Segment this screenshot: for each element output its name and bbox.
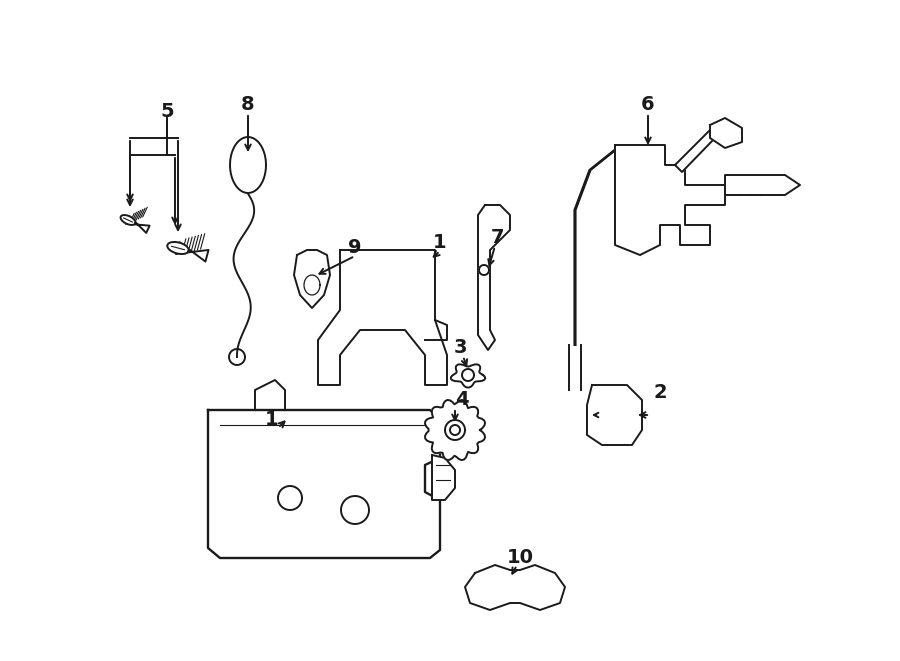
Text: 6: 6: [641, 95, 655, 114]
Polygon shape: [675, 130, 725, 172]
Polygon shape: [425, 400, 485, 460]
Text: 5: 5: [160, 102, 174, 121]
Polygon shape: [462, 369, 474, 381]
Polygon shape: [176, 242, 209, 262]
Polygon shape: [208, 410, 440, 558]
Polygon shape: [167, 242, 189, 254]
Polygon shape: [318, 250, 447, 385]
Text: 3: 3: [454, 338, 467, 357]
Polygon shape: [710, 118, 742, 148]
Text: 4: 4: [455, 390, 469, 409]
Polygon shape: [126, 216, 149, 233]
Polygon shape: [445, 420, 465, 440]
Text: 1: 1: [266, 410, 279, 429]
Text: 7: 7: [491, 228, 505, 247]
Polygon shape: [341, 496, 369, 524]
Text: 1: 1: [433, 233, 446, 252]
Polygon shape: [432, 455, 455, 500]
Polygon shape: [230, 137, 266, 193]
Text: 8: 8: [241, 95, 255, 114]
Polygon shape: [615, 145, 725, 255]
Polygon shape: [294, 250, 330, 308]
Polygon shape: [278, 486, 302, 510]
Polygon shape: [304, 275, 320, 295]
Polygon shape: [465, 565, 565, 610]
Text: 10: 10: [507, 548, 534, 567]
Text: 9: 9: [348, 238, 362, 257]
Polygon shape: [479, 265, 489, 275]
Polygon shape: [451, 364, 485, 387]
Text: 2: 2: [653, 383, 667, 402]
Polygon shape: [450, 425, 460, 435]
Polygon shape: [478, 205, 510, 350]
Polygon shape: [121, 215, 135, 225]
Polygon shape: [725, 175, 800, 195]
Polygon shape: [587, 385, 642, 445]
